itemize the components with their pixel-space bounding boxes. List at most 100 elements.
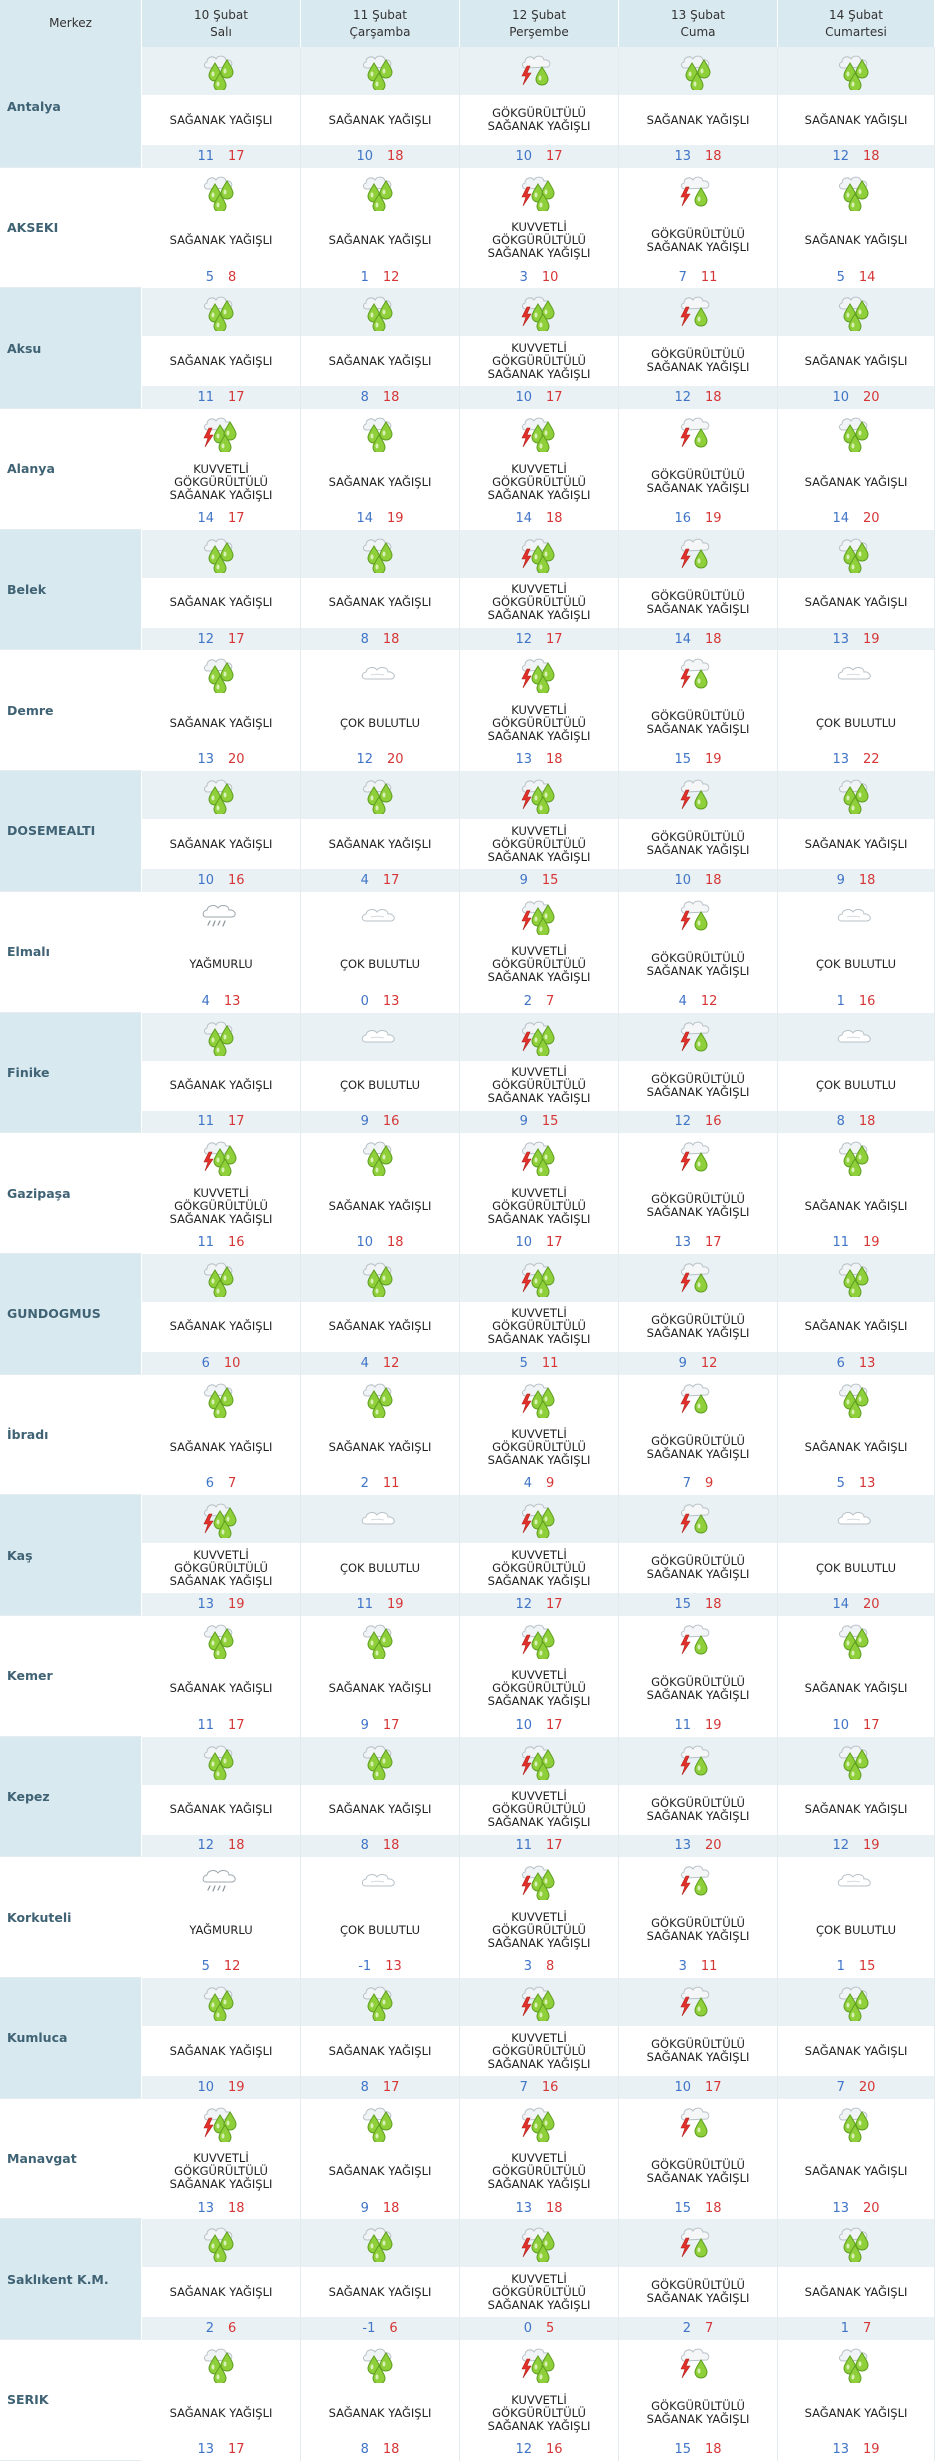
condition-line: GÖKGÜRÜLTÜLÜ xyxy=(651,830,745,845)
temperature-range: 9 16 xyxy=(301,1110,459,1134)
condition-line: SAĞANAK YAĞIŞLI xyxy=(169,1573,273,1588)
max-temperature: 12 xyxy=(223,1959,241,1975)
forecast-cell: SAĞANAK YAĞIŞLI 13 18 xyxy=(619,47,778,168)
forecast-cell: ÇOK BULUTLU 11 19 xyxy=(301,1495,460,1616)
mostly-cloudy-icon xyxy=(357,897,403,935)
temperature-range: 9 17 xyxy=(301,1713,459,1737)
temperature-range: 8 17 xyxy=(301,2076,459,2099)
showers-icon xyxy=(833,1983,879,2021)
forecast-cell: GÖKGÜRÜLTÜLÜ SAĞANAK YAĞIŞLI 12 16 xyxy=(619,1012,778,1134)
min-temperature: 5 xyxy=(205,269,214,285)
condition-text: ÇOK BULUTLU xyxy=(301,1543,459,1593)
max-temperature: 13 xyxy=(385,1959,402,1975)
city-name: Elmalı xyxy=(0,891,142,1013)
condition-text: GÖKGÜRÜLTÜLÜ SAĞANAK YAĞIŞLI xyxy=(619,940,777,990)
condition-line: SAĞANAK YAĞIŞLI xyxy=(804,474,908,489)
forecast-cell: KUVVETLİ GÖKGÜRÜLTÜLÜ SAĞANAK YAĞIŞLI 11 17 xyxy=(460,1736,619,1858)
condition-text: GÖKGÜRÜLTÜLÜ SAĞANAK YAĞIŞLI xyxy=(619,1181,777,1231)
max-temperature: 10 xyxy=(541,269,559,285)
forecast-cell: GÖKGÜRÜLTÜLÜ SAĞANAK YAĞIŞLI 14 18 xyxy=(619,529,778,651)
condition-line: KUVVETLİ xyxy=(511,2271,567,2286)
min-temperature: 6 xyxy=(836,1355,845,1371)
min-temperature: 13 xyxy=(832,752,849,768)
heavy-thunder-showers-icon xyxy=(516,414,562,453)
condition-text: GÖKGÜRÜLTÜLÜ SAĞANAK YAĞIŞLI xyxy=(619,578,777,628)
min-temperature: 11 xyxy=(197,1717,214,1733)
header-weekday: Cuma xyxy=(680,24,716,39)
max-temperature: 18 xyxy=(705,1597,722,1613)
condition-line: KUVVETLİ xyxy=(511,2392,567,2407)
condition-line: SAĞANAK YAĞIŞLI xyxy=(804,1681,908,1696)
condition-line: KUVVETLİ xyxy=(511,2030,567,2045)
icon-band xyxy=(301,2340,459,2389)
temperature-range: 13 20 xyxy=(619,1834,777,1858)
forecast-cell: GÖKGÜRÜLTÜLÜ SAĞANAK YAĞIŞLI 4 12 xyxy=(619,891,778,1013)
header-day-4: 13 Şubat Cuma xyxy=(619,0,778,47)
max-temperature: 8 xyxy=(228,269,237,285)
temperature-range: 12 17 xyxy=(142,627,300,651)
icon-band xyxy=(301,1736,459,1785)
icon-band xyxy=(778,2098,934,2147)
condition-line: SAĞANAK YAĞIŞLI xyxy=(646,843,750,858)
condition-line: SAĞANAK YAĞIŞLI xyxy=(487,1815,591,1830)
min-temperature: 12 xyxy=(832,1838,849,1854)
icon-band xyxy=(619,529,777,578)
showers-icon xyxy=(357,2345,403,2384)
forecast-cell: ÇOK BULUTLU 8 18 xyxy=(778,1012,935,1134)
condition-line: SAĞANAK YAĞIŞLI xyxy=(169,1319,273,1334)
condition-text: ÇOK BULUTLU xyxy=(301,1905,459,1955)
forecast-cell: SAĞANAK YAĞIŞLI 4 17 xyxy=(301,771,460,892)
min-temperature: 1 xyxy=(836,1959,845,1975)
temperature-range: 9 15 xyxy=(460,869,618,892)
condition-line: SAĞANAK YAĞIŞLI xyxy=(646,1567,750,1582)
max-temperature: 20 xyxy=(863,510,880,526)
forecast-cell: SAĞANAK YAĞIŞLI 5 13 xyxy=(778,1374,935,1496)
header-weekday: Çarşamba xyxy=(349,24,411,39)
icon-band xyxy=(301,288,459,337)
max-temperature: 9 xyxy=(546,1476,555,1492)
condition-line: GÖKGÜRÜLTÜLÜ xyxy=(492,1560,586,1575)
condition-line: GÖKGÜRÜLTÜLÜ xyxy=(492,2405,586,2420)
city-name: Belek xyxy=(0,529,142,651)
condition-line: GÖKGÜRÜLTÜLÜ xyxy=(492,474,586,489)
min-temperature: 8 xyxy=(360,631,369,647)
forecast-cell: ÇOK BULUTLU 1 15 xyxy=(778,1857,935,1978)
thunder-showers-icon xyxy=(675,1500,721,1538)
condition-line: SAĞANAK YAĞIŞLI xyxy=(646,481,750,496)
temperature-range: 12 18 xyxy=(619,386,777,410)
min-temperature: 11 xyxy=(197,390,214,406)
max-temperature: 16 xyxy=(228,1235,245,1251)
temperature-range: 5 11 xyxy=(460,1351,618,1375)
temperature-range: 8 18 xyxy=(301,627,459,651)
icon-band xyxy=(142,1495,300,1544)
max-temperature: 19 xyxy=(863,631,880,647)
condition-line: SAĞANAK YAĞIŞLI xyxy=(487,119,591,133)
icon-band xyxy=(778,891,934,940)
temperature-range: 7 20 xyxy=(778,2076,934,2099)
mostly-cloudy-icon xyxy=(357,1018,403,1056)
icon-band xyxy=(778,1736,934,1785)
min-temperature: 13 xyxy=(515,752,532,768)
condition-text: GÖKGÜRÜLTÜLÜ SAĞANAK YAĞIŞLI xyxy=(619,2026,777,2076)
condition-line: SAĞANAK YAĞIŞLI xyxy=(804,595,908,610)
showers-icon xyxy=(357,535,403,573)
condition-line: SAĞANAK YAĞIŞLI xyxy=(169,112,273,127)
forecast-cell: SAĞANAK YAĞIŞLI 13 19 xyxy=(778,2340,935,2461)
condition-text: SAĞANAK YAĞIŞLI xyxy=(778,95,934,145)
temperature-range: 10 19 xyxy=(142,2076,300,2099)
forecast-cell: SAĞANAK YAĞIŞLI 11 17 xyxy=(142,47,301,168)
header-weekday: Perşembe xyxy=(509,24,569,39)
max-temperature: 17 xyxy=(705,1235,722,1251)
condition-line: GÖKGÜRÜLTÜLÜ xyxy=(492,1319,586,1334)
showers-icon xyxy=(198,655,244,694)
header-date: 10 Şubat xyxy=(194,7,248,22)
min-temperature: 13 xyxy=(197,2200,214,2216)
temperature-range: 6 13 xyxy=(778,1351,934,1375)
condition-text: SAĞANAK YAĞIŞLI xyxy=(301,336,459,386)
condition-text: SAĞANAK YAĞIŞLI xyxy=(301,1181,459,1231)
forecast-cell: ÇOK BULUTLU 0 13 xyxy=(301,891,460,1013)
condition-text: GÖKGÜRÜLTÜLÜ SAĞANAK YAĞIŞLI xyxy=(619,2267,777,2317)
min-temperature: 12 xyxy=(197,631,214,647)
forecast-cell: SAĞANAK YAĞIŞLI 14 20 xyxy=(778,409,935,530)
icon-band xyxy=(301,2098,459,2147)
